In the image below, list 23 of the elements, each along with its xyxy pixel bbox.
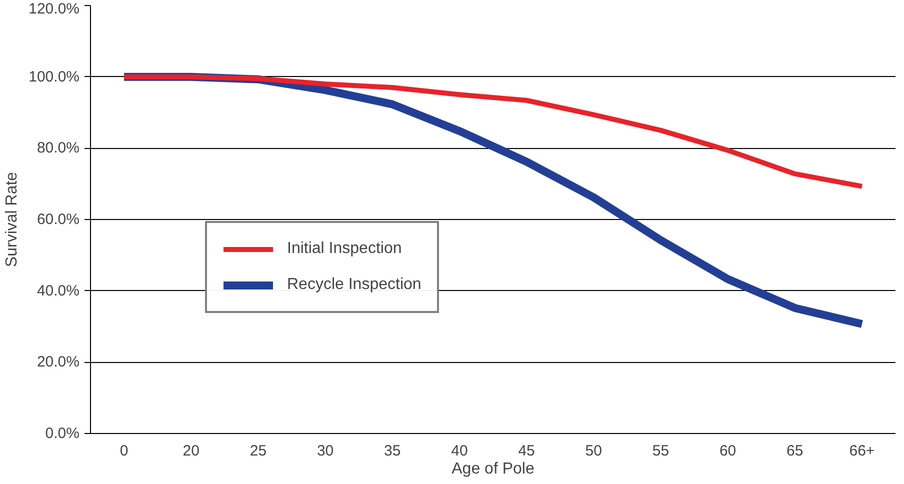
y-tick-label: 60.0%	[36, 211, 80, 228]
y-tick-label: 40.0%	[36, 282, 80, 300]
x-tick-label: 20	[182, 442, 200, 460]
x-tick-label: 0	[120, 442, 128, 460]
x-axis-title: Age of Pole	[452, 460, 534, 478]
y-tick-label: 0.0%	[45, 425, 80, 442]
x-tick-label: 25	[250, 442, 267, 460]
x-tick-label: 35	[384, 442, 401, 460]
x-tick-label: 30	[316, 442, 334, 460]
x-tick-label: 65	[786, 442, 804, 460]
y-axis-title: Survival Rate	[4, 172, 21, 268]
y-tick-label: 80.0%	[36, 140, 80, 157]
legend-label: Initial Inspection	[287, 240, 402, 258]
x-tick-label: 40	[451, 442, 468, 460]
y-tick-label: 120.0%	[28, 0, 80, 18]
x-tick-label: 55	[652, 442, 670, 460]
x-tick-label: 66+	[849, 442, 875, 460]
legend-label: Recycle Inspection	[287, 276, 422, 294]
x-tick-label: 60	[719, 442, 736, 460]
y-tick-label: 20.0%	[36, 354, 80, 371]
x-tick-label: 45	[518, 442, 535, 460]
y-tick-label: 100.0%	[28, 68, 80, 86]
x-tick-label: 50	[585, 442, 602, 460]
